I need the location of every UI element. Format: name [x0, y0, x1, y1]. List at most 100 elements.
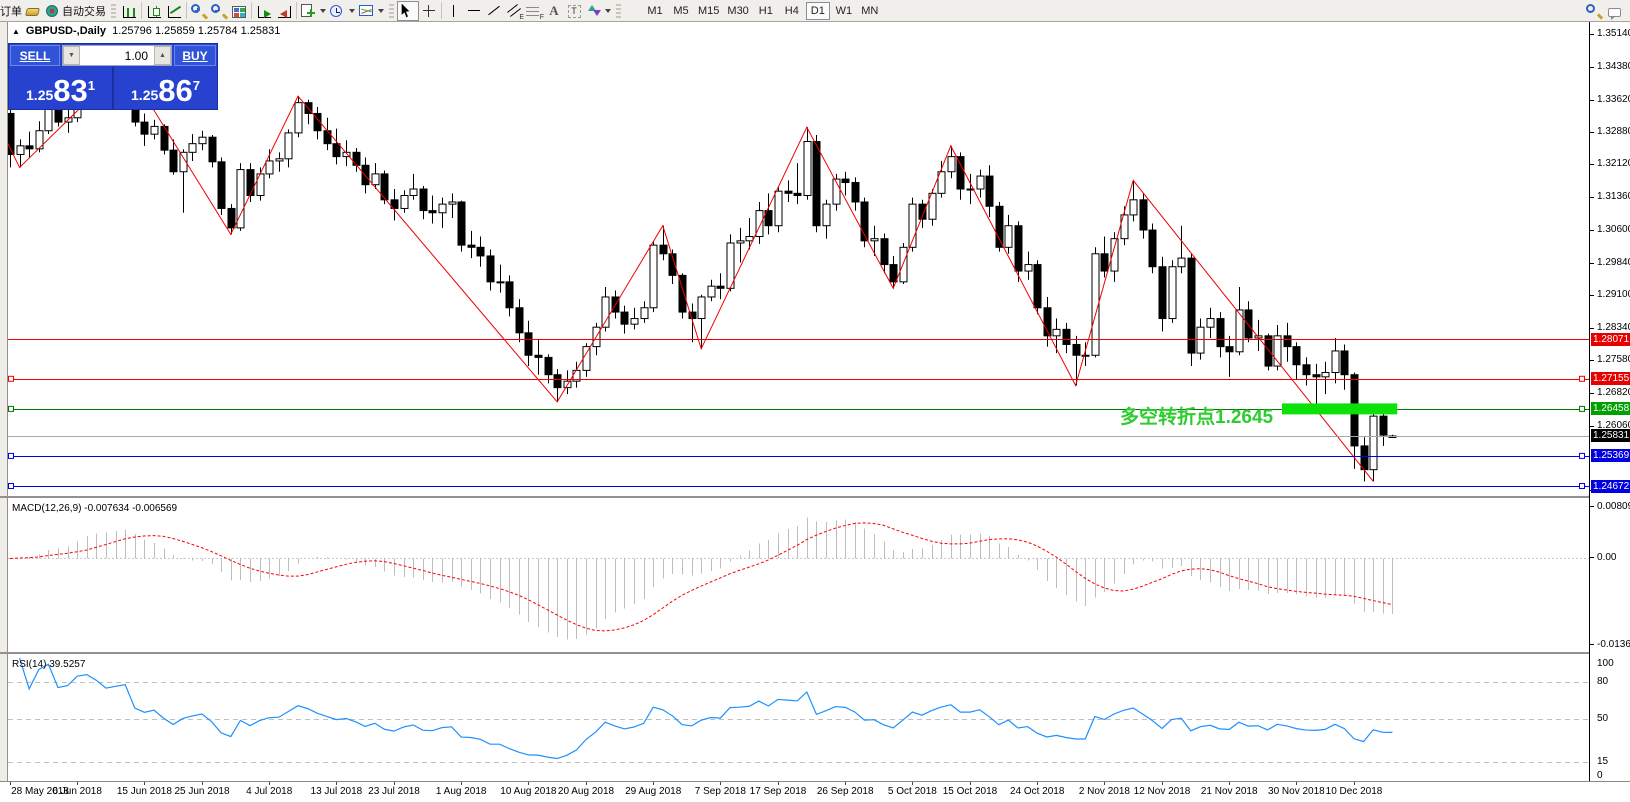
zoom-in-button[interactable]: [189, 1, 209, 21]
time-axis[interactable]: 28 May 2018 6 Jun 2018 15 Jun 2018 25 Jun 2…: [0, 781, 1630, 802]
zoom-out-button[interactable]: [209, 1, 229, 21]
macd-axis-label: 0.00809: [1597, 501, 1630, 512]
macd-tick-mark: [1590, 644, 1594, 645]
separator: [251, 2, 252, 19]
clock-icon: [330, 4, 342, 17]
time-tick-label: 23 Jul 2018: [368, 786, 420, 797]
bar-chart-mode-button[interactable]: [119, 1, 139, 21]
bar-chart-icon: [122, 5, 136, 18]
separator: [141, 2, 142, 19]
window-left-border: [0, 22, 8, 802]
toolbar-grip[interactable]: [616, 3, 621, 18]
candlestick-icon: [147, 5, 161, 18]
time-tick-label: 6 Jun 2018: [52, 786, 102, 797]
price-tick-mark: [1590, 99, 1594, 101]
autotrading-icon: [46, 4, 58, 17]
time-tick-label: 13 Jul 2018: [310, 786, 363, 797]
new-chart-button[interactable]: [299, 1, 328, 21]
time-tick-label: 2 Nov 2018: [1078, 786, 1130, 797]
chevron-down-icon: [605, 8, 611, 13]
time-tick-label: 20 Aug 2018: [557, 786, 615, 797]
time-tick-mark: [845, 782, 847, 785]
time-tick-mark: [653, 782, 655, 785]
price-tick-label: 1.32120: [1597, 158, 1630, 170]
search-button[interactable]: [1584, 1, 1604, 21]
timeframe-w1-button[interactable]: W1: [835, 4, 853, 17]
timeframe-h1-button[interactable]: H1: [758, 4, 773, 17]
time-tick-label: 21 Nov 2018: [1200, 786, 1258, 797]
cursor-icon: [401, 3, 410, 18]
price-tick-label: 1.30600: [1597, 224, 1630, 236]
equidistant-channel-button[interactable]: E: [504, 1, 524, 21]
price-axis[interactable]: 1.35140 1.34380 1.33620 1.32880 1.32120 1.313…: [1589, 22, 1630, 781]
timeframe-mn-button[interactable]: MN: [861, 4, 879, 17]
text-button[interactable]: A: [544, 1, 564, 21]
fibonacci-button[interactable]: F: [524, 1, 544, 21]
pane-separator[interactable]: [0, 652, 1630, 654]
chevron-down-icon: [320, 8, 326, 13]
new-order-button[interactable]: 订单: [0, 5, 22, 18]
time-tick-mark: [10, 782, 11, 785]
buy-button[interactable]: BUY: [174, 45, 216, 66]
price-tag: 1.25369: [1591, 449, 1630, 463]
time-tick-mark: [778, 782, 779, 785]
price-tick-label: 1.34380: [1597, 60, 1630, 72]
crosshair-icon: [421, 3, 437, 19]
price-tick-label: 1.33620: [1597, 93, 1630, 105]
sell-button[interactable]: SELL: [10, 45, 60, 66]
time-tick-mark: [720, 782, 722, 785]
arrows-button[interactable]: [584, 1, 613, 21]
timeframe-d1-button[interactable]: D1: [805, 1, 830, 20]
time-tick-mark: [394, 782, 395, 785]
line-chart-mode-button[interactable]: [164, 1, 184, 21]
price-tick-label: 1.26820: [1597, 387, 1630, 399]
fibonacci-icon: [526, 4, 539, 16]
toolbar-grip[interactable]: [111, 3, 116, 18]
sell-price[interactable]: 1.25 83 1: [26, 73, 95, 108]
time-tick-label: 1 Aug 2018: [435, 786, 487, 797]
volume-increase-button[interactable]: ▲: [154, 46, 171, 65]
time-tick-label: 24 Oct 2018: [1009, 786, 1065, 797]
toolbar-grip[interactable]: [389, 3, 394, 18]
timeframe-toolbar: M1 M5 M15 M30 H1 H4 D1 W1 MN: [642, 1, 883, 20]
autotrading-button[interactable]: 自动交易: [44, 1, 108, 21]
timeframe-h4-button[interactable]: H4: [784, 4, 799, 17]
time-tick-mark: [1229, 782, 1231, 785]
timeframe-m30-button[interactable]: M30: [727, 4, 749, 17]
horizontal-line-button[interactable]: [464, 1, 484, 21]
price-tag: 1.28071: [1591, 332, 1630, 346]
zoom-out-icon: [211, 3, 220, 13]
periods-button[interactable]: [328, 1, 357, 21]
vertical-line-button[interactable]: [444, 1, 464, 21]
chat-icon: [1607, 7, 1621, 20]
rsi-axis-label: 0: [1597, 770, 1603, 781]
chart-annotation[interactable]: 多空转折点1.2645: [1120, 407, 1274, 428]
time-tick-mark: [144, 782, 146, 785]
time-tick-label: 5 Oct 2018: [887, 786, 937, 797]
cursor-button[interactable]: [397, 0, 419, 21]
pane-separator[interactable]: [0, 496, 1630, 498]
price-tick-label: 1.32880: [1597, 125, 1630, 137]
timeframe-m15-button[interactable]: M15: [698, 4, 720, 17]
volume-decrease-button[interactable]: ▼: [63, 46, 80, 65]
chart-shift-button[interactable]: [274, 1, 294, 21]
crosshair-button[interactable]: [419, 1, 439, 21]
time-tick-mark: [970, 782, 971, 785]
indicators-button[interactable]: [357, 1, 386, 21]
rsi-axis-label: 50: [1597, 713, 1609, 724]
time-tick-mark: [1296, 782, 1298, 785]
collapse-panel-icon[interactable]: ▲: [12, 27, 20, 36]
tile-windows-button[interactable]: [229, 1, 249, 21]
price-tick-mark: [1590, 360, 1594, 362]
price-tick-mark: [1590, 393, 1594, 395]
chat-button[interactable]: [1604, 1, 1624, 21]
volume-input[interactable]: [80, 47, 154, 64]
auto-scroll-button[interactable]: [254, 1, 274, 21]
timeframe-m5-button[interactable]: M5: [673, 4, 689, 17]
price-tick-mark: [1590, 34, 1594, 35]
timeframe-m1-button[interactable]: M1: [647, 4, 663, 17]
buy-price[interactable]: 1.25 86 7: [131, 73, 200, 108]
candlestick-mode-button[interactable]: [144, 1, 164, 21]
text-label-button[interactable]: T: [564, 1, 584, 21]
